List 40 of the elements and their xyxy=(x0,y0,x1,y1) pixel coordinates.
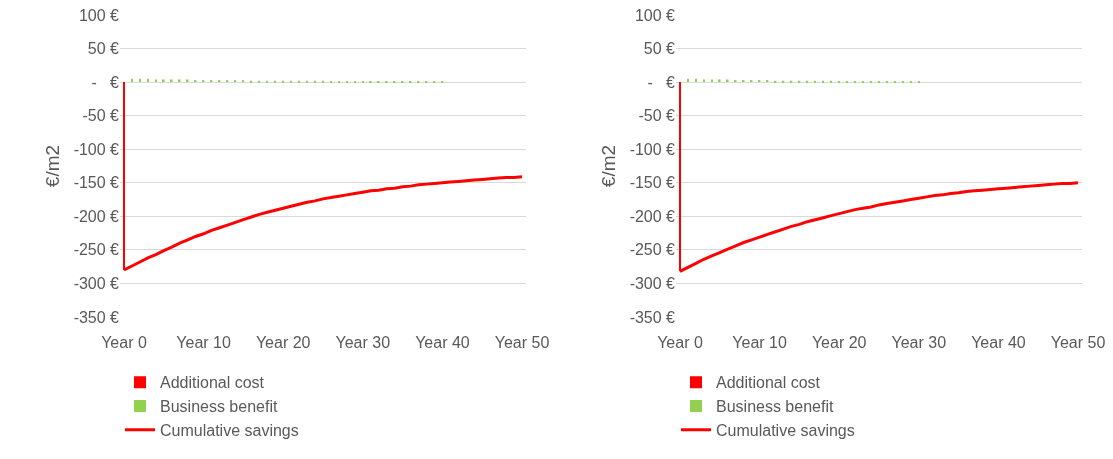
legend-label: Business benefit xyxy=(716,398,834,416)
legend-label: Cumulative savings xyxy=(160,422,299,440)
y-tick-label: -200 € xyxy=(629,207,676,225)
y-axis-title: €/m2 xyxy=(598,144,620,188)
y-tick-label: -150 € xyxy=(73,174,120,192)
y-tick-label: -200 € xyxy=(73,207,120,225)
legend-label: Additional cost xyxy=(716,374,821,392)
x-tick-label: Year 20 xyxy=(811,334,867,351)
x-tick-label: Year 50 xyxy=(494,334,550,351)
x-tick-label: Year 40 xyxy=(971,334,1026,351)
x-tick-label: Year 40 xyxy=(415,334,470,351)
y-tick-label: -50 € xyxy=(638,107,676,125)
x-tick-label: Year 10 xyxy=(176,334,231,351)
x-tick-label: Year 30 xyxy=(335,334,391,351)
x-tick-label: Year 20 xyxy=(255,334,311,351)
y-tick-label: -300 € xyxy=(73,275,120,293)
y-tick-label: 100 € xyxy=(634,6,676,24)
x-tick-label: Year 30 xyxy=(891,334,947,351)
x-tick-label: Year 10 xyxy=(732,334,787,351)
y-tick-label: -250 € xyxy=(629,241,676,259)
y-tick-label: -350 € xyxy=(629,308,676,326)
y-axis-title: €/m2 xyxy=(42,144,64,188)
x-tick-label: Year 0 xyxy=(101,334,147,351)
y-tick-label: -50 € xyxy=(82,107,120,125)
y-tick-label: -300 € xyxy=(629,275,676,293)
y-tick-label: -100 € xyxy=(629,140,676,158)
y-tick-label: - € xyxy=(647,73,676,91)
y-tick-label: -100 € xyxy=(73,140,120,158)
y-tick-label: -250 € xyxy=(73,241,120,259)
y-tick-label: 50 € xyxy=(87,40,120,58)
y-tick-label: 50 € xyxy=(643,40,676,58)
x-tick-label: Year 0 xyxy=(657,334,703,351)
y-tick-label: 100 € xyxy=(78,6,120,24)
y-tick-label: -150 € xyxy=(629,174,676,192)
legend-label: Cumulative savings xyxy=(716,422,855,440)
x-tick-label: Year 50 xyxy=(1050,334,1106,351)
y-tick-label: - € xyxy=(91,73,120,91)
legend-label: Business benefit xyxy=(160,398,278,416)
y-tick-label: -350 € xyxy=(73,308,120,326)
legend-label: Additional cost xyxy=(160,374,265,392)
